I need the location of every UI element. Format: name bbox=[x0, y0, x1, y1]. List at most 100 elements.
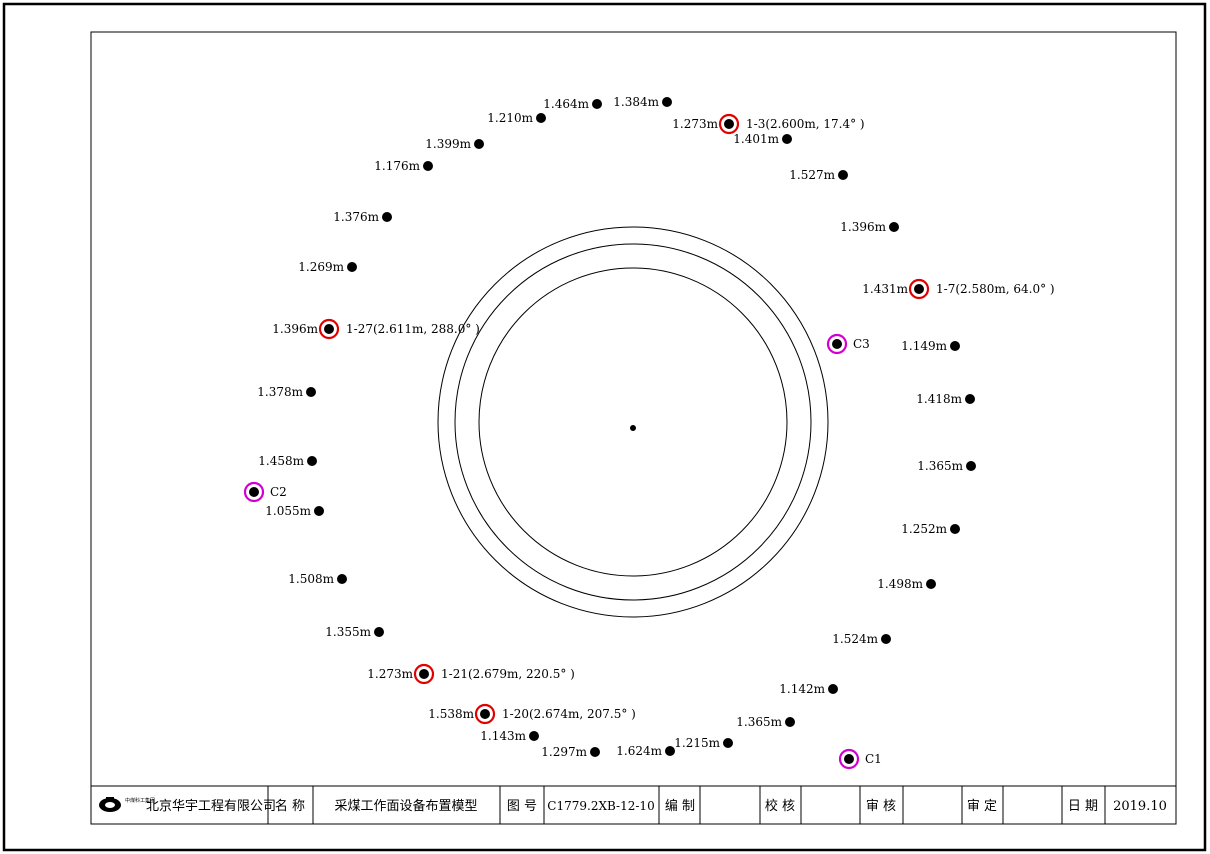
point-dot bbox=[724, 119, 734, 129]
point-label: 1.365m bbox=[736, 715, 782, 729]
point-label: 1.142m bbox=[779, 682, 825, 696]
point-label: 1.376m bbox=[333, 210, 379, 224]
point-label: 1.355m bbox=[325, 625, 371, 639]
control-label: C1 bbox=[865, 752, 882, 766]
compiled-label: 编 制 bbox=[665, 799, 695, 814]
point-label: 1.210m bbox=[487, 111, 533, 125]
name-label: 名 称 bbox=[275, 798, 305, 814]
point-label: 1.365m bbox=[917, 459, 963, 473]
measurement-point: 1.458m bbox=[258, 454, 317, 468]
measurement-point: 1.297m bbox=[541, 745, 600, 759]
measurement-point: 1.142m bbox=[779, 682, 838, 696]
point-label: 1.524m bbox=[832, 632, 878, 646]
point-dot bbox=[665, 746, 675, 756]
drawing-no-value: C1779.2XB-12-10 bbox=[547, 799, 654, 813]
point-dot bbox=[382, 212, 392, 222]
company-logo-icon bbox=[99, 797, 121, 812]
measurement-point: 1.624m bbox=[616, 744, 675, 758]
measurement-point: 1.401m bbox=[733, 132, 792, 146]
measurement-point: 1.396m 1-27(2.611m, 288.0° ) bbox=[272, 318, 480, 340]
measurement-point: 1.273m 1-21(2.679m, 220.5° ) bbox=[367, 663, 575, 685]
point-dot bbox=[536, 113, 546, 123]
point-dot bbox=[347, 262, 357, 272]
drawing-frame bbox=[90, 31, 1177, 825]
name-value: 采煤工作面设备布置模型 bbox=[334, 798, 477, 814]
point-dot bbox=[914, 284, 924, 294]
point-label: 1.149m bbox=[901, 339, 947, 353]
point-note: 1-3(2.600m, 17.4° ) bbox=[746, 117, 865, 131]
measurement-point: 1.384m bbox=[613, 95, 672, 109]
control-points: C1 C2 C3 bbox=[243, 333, 882, 770]
control-point: C3 bbox=[826, 333, 870, 355]
control-label: C3 bbox=[853, 337, 870, 351]
point-dot bbox=[592, 99, 602, 109]
point-dot bbox=[337, 574, 347, 584]
logo-text: 中煤科工集团 bbox=[125, 797, 155, 804]
control-label: C2 bbox=[270, 485, 287, 499]
point-dot bbox=[662, 97, 672, 107]
measurement-point: 1.365m bbox=[917, 459, 976, 473]
center-dot bbox=[630, 425, 636, 431]
point-dot bbox=[785, 717, 795, 727]
measurement-point: 1.273m 1-3(2.600m, 17.4° ) bbox=[672, 113, 865, 135]
date-label: 日 期 bbox=[1068, 799, 1098, 814]
measurement-point: 1.149m bbox=[901, 339, 960, 353]
point-label: 1.252m bbox=[901, 522, 947, 536]
control-dot bbox=[832, 339, 842, 349]
point-label: 1.215m bbox=[674, 736, 720, 750]
highlight-ring bbox=[474, 703, 496, 725]
measurement-point: 1.176m bbox=[374, 159, 433, 173]
point-dot bbox=[950, 341, 960, 351]
measurement-point: 1.269m bbox=[298, 260, 357, 274]
point-label: 1.458m bbox=[258, 454, 304, 468]
measurement-point: 1.418m bbox=[916, 392, 975, 406]
point-label: 1.378m bbox=[257, 385, 303, 399]
point-dot bbox=[723, 738, 733, 748]
point-label: 1.401m bbox=[733, 132, 779, 146]
point-dot bbox=[324, 324, 334, 334]
measurement-point: 1.399m bbox=[425, 137, 484, 151]
point-dot bbox=[474, 139, 484, 149]
measurement-point: 1.365m bbox=[736, 715, 795, 729]
point-label: 1.273m bbox=[672, 117, 718, 131]
point-dot bbox=[419, 669, 429, 679]
drawing-no-label: 图 号 bbox=[507, 799, 537, 814]
point-dot bbox=[889, 222, 899, 232]
point-dot bbox=[828, 684, 838, 694]
approved-label: 审 定 bbox=[967, 799, 997, 814]
point-dot bbox=[838, 170, 848, 180]
point-dot bbox=[423, 161, 433, 171]
point-label: 1.399m bbox=[425, 137, 471, 151]
point-dot bbox=[374, 627, 384, 637]
reviewed-label: 审 核 bbox=[866, 799, 896, 814]
control-ring bbox=[826, 333, 848, 355]
point-note: 1-27(2.611m, 288.0° ) bbox=[346, 322, 480, 336]
checked-label: 校 核 bbox=[765, 798, 795, 814]
control-point: C2 bbox=[243, 481, 287, 503]
measurement-point: 1.055m bbox=[265, 504, 324, 518]
point-dot bbox=[480, 709, 490, 719]
control-ring bbox=[838, 748, 860, 770]
measurement-point: 1.524m bbox=[832, 632, 891, 646]
point-dot bbox=[965, 394, 975, 404]
measurement-point: 1.464m bbox=[543, 97, 602, 111]
middle-circle bbox=[454, 243, 812, 601]
point-label: 1.384m bbox=[613, 95, 659, 109]
date-value: 2019.10 bbox=[1113, 799, 1167, 814]
point-label: 1.418m bbox=[916, 392, 962, 406]
title-block: 中煤科工集团 北京华宇工程有限公司 名 称 采煤工作面设备布置模型 图 号 C1… bbox=[91, 785, 1176, 824]
point-dot bbox=[782, 134, 792, 144]
point-note: 1-21(2.679m, 220.5° ) bbox=[441, 667, 575, 681]
point-label: 1.269m bbox=[298, 260, 344, 274]
point-label: 1.297m bbox=[541, 745, 587, 759]
control-ring bbox=[243, 481, 265, 503]
point-dot bbox=[926, 579, 936, 589]
measurement-point: 1.252m bbox=[901, 522, 960, 536]
company-name: 北京华宇工程有限公司 bbox=[146, 799, 276, 814]
measurement-point: 1.498m bbox=[877, 577, 936, 591]
measurement-point: 1.378m bbox=[257, 385, 316, 399]
point-label: 1.396m bbox=[840, 220, 886, 234]
